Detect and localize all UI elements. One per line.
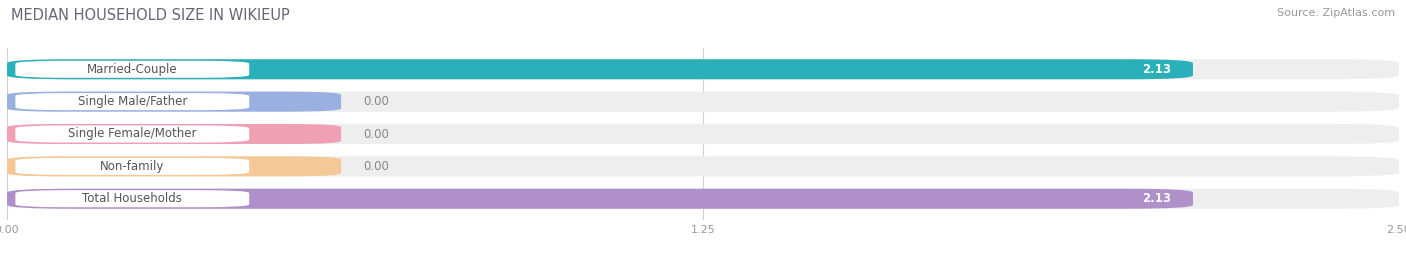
Text: Non-family: Non-family [100, 160, 165, 173]
FancyBboxPatch shape [7, 189, 1192, 209]
Text: 0.00: 0.00 [363, 128, 389, 140]
Text: 0.00: 0.00 [363, 160, 389, 173]
FancyBboxPatch shape [15, 125, 249, 143]
Text: 2.13: 2.13 [1142, 63, 1171, 76]
Text: Single Male/Father: Single Male/Father [77, 95, 187, 108]
FancyBboxPatch shape [7, 92, 1399, 112]
Text: Total Households: Total Households [83, 192, 183, 205]
FancyBboxPatch shape [7, 124, 342, 144]
FancyBboxPatch shape [7, 124, 1399, 144]
FancyBboxPatch shape [7, 59, 1192, 79]
FancyBboxPatch shape [7, 92, 342, 112]
FancyBboxPatch shape [15, 61, 249, 78]
FancyBboxPatch shape [15, 158, 249, 175]
FancyBboxPatch shape [7, 59, 1399, 79]
Text: 0.00: 0.00 [363, 95, 389, 108]
FancyBboxPatch shape [15, 93, 249, 110]
Text: MEDIAN HOUSEHOLD SIZE IN WIKIEUP: MEDIAN HOUSEHOLD SIZE IN WIKIEUP [11, 8, 290, 23]
Text: 2.13: 2.13 [1142, 192, 1171, 205]
Text: Married-Couple: Married-Couple [87, 63, 177, 76]
Text: Single Female/Mother: Single Female/Mother [67, 128, 197, 140]
Text: Source: ZipAtlas.com: Source: ZipAtlas.com [1277, 8, 1395, 18]
FancyBboxPatch shape [7, 189, 1399, 209]
FancyBboxPatch shape [7, 156, 342, 176]
FancyBboxPatch shape [15, 190, 249, 207]
FancyBboxPatch shape [7, 156, 1399, 176]
